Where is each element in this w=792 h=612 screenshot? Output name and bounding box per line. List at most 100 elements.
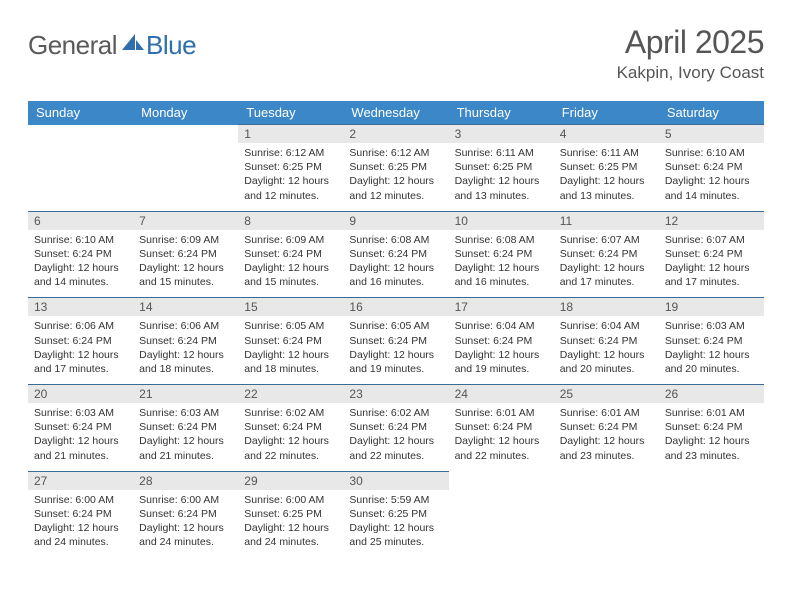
day-detail: Sunrise: 6:05 AMSunset: 6:24 PMDaylight:… [343, 316, 448, 384]
day-detail: Sunrise: 6:03 AMSunset: 6:24 PMDaylight:… [28, 403, 133, 471]
weekday-header: Saturday [659, 101, 764, 125]
day-number: 12 [659, 212, 764, 230]
calendar-day-cell: 14Sunrise: 6:06 AMSunset: 6:24 PMDayligh… [133, 298, 238, 385]
calendar-day-cell: 17Sunrise: 6:04 AMSunset: 6:24 PMDayligh… [449, 298, 554, 385]
day-detail: Sunrise: 6:08 AMSunset: 6:24 PMDaylight:… [343, 230, 448, 298]
day-detail: Sunrise: 6:00 AMSunset: 6:24 PMDaylight:… [133, 490, 238, 558]
day-detail: Sunrise: 6:12 AMSunset: 6:25 PMDaylight:… [343, 143, 448, 211]
day-detail: Sunrise: 6:08 AMSunset: 6:24 PMDaylight:… [449, 230, 554, 298]
calendar-day-cell: 5Sunrise: 6:10 AMSunset: 6:24 PMDaylight… [659, 125, 764, 212]
location: Kakpin, Ivory Coast [617, 63, 764, 83]
logo-sail-icon [122, 32, 144, 57]
page-header: General Blue April 2025 Kakpin, Ivory Co… [28, 24, 764, 83]
day-number: 4 [554, 125, 659, 143]
calendar-day-cell: 2Sunrise: 6:12 AMSunset: 6:25 PMDaylight… [343, 125, 448, 212]
calendar-table: Sunday Monday Tuesday Wednesday Thursday… [28, 101, 764, 557]
day-number: 7 [133, 212, 238, 230]
day-detail: Sunrise: 6:07 AMSunset: 6:24 PMDaylight:… [659, 230, 764, 298]
day-number: 21 [133, 385, 238, 403]
calendar-day-cell: 3Sunrise: 6:11 AMSunset: 6:25 PMDaylight… [449, 125, 554, 212]
day-number: 11 [554, 212, 659, 230]
calendar-day-cell: 25Sunrise: 6:01 AMSunset: 6:24 PMDayligh… [554, 385, 659, 472]
day-detail: Sunrise: 6:04 AMSunset: 6:24 PMDaylight:… [554, 316, 659, 384]
day-detail: Sunrise: 6:01 AMSunset: 6:24 PMDaylight:… [659, 403, 764, 471]
day-detail: Sunrise: 6:05 AMSunset: 6:24 PMDaylight:… [238, 316, 343, 384]
calendar-day-cell [133, 125, 238, 212]
day-detail: Sunrise: 6:01 AMSunset: 6:24 PMDaylight:… [449, 403, 554, 471]
day-number: 26 [659, 385, 764, 403]
day-number: 3 [449, 125, 554, 143]
calendar-day-cell: 1Sunrise: 6:12 AMSunset: 6:25 PMDaylight… [238, 125, 343, 212]
day-number: 27 [28, 472, 133, 490]
day-detail: Sunrise: 6:09 AMSunset: 6:24 PMDaylight:… [238, 230, 343, 298]
weekday-header: Sunday [28, 101, 133, 125]
day-detail: Sunrise: 6:09 AMSunset: 6:24 PMDaylight:… [133, 230, 238, 298]
day-detail: Sunrise: 6:10 AMSunset: 6:24 PMDaylight:… [28, 230, 133, 298]
day-detail: Sunrise: 6:02 AMSunset: 6:24 PMDaylight:… [238, 403, 343, 471]
day-detail: Sunrise: 6:11 AMSunset: 6:25 PMDaylight:… [449, 143, 554, 211]
calendar-day-cell: 11Sunrise: 6:07 AMSunset: 6:24 PMDayligh… [554, 211, 659, 298]
day-detail: Sunrise: 6:10 AMSunset: 6:24 PMDaylight:… [659, 143, 764, 211]
day-number: 10 [449, 212, 554, 230]
day-number: 16 [343, 298, 448, 316]
calendar-day-cell [449, 471, 554, 557]
page: General Blue April 2025 Kakpin, Ivory Co… [0, 0, 792, 581]
day-number: 19 [659, 298, 764, 316]
day-number: 2 [343, 125, 448, 143]
day-number: 28 [133, 472, 238, 490]
calendar-day-cell: 8Sunrise: 6:09 AMSunset: 6:24 PMDaylight… [238, 211, 343, 298]
weekday-row: Sunday Monday Tuesday Wednesday Thursday… [28, 101, 764, 125]
calendar-day-cell: 22Sunrise: 6:02 AMSunset: 6:24 PMDayligh… [238, 385, 343, 472]
day-detail: Sunrise: 6:01 AMSunset: 6:24 PMDaylight:… [554, 403, 659, 471]
calendar-day-cell: 6Sunrise: 6:10 AMSunset: 6:24 PMDaylight… [28, 211, 133, 298]
day-number: 9 [343, 212, 448, 230]
weekday-header: Monday [133, 101, 238, 125]
calendar-day-cell [28, 125, 133, 212]
day-number: 23 [343, 385, 448, 403]
calendar-head: Sunday Monday Tuesday Wednesday Thursday… [28, 101, 764, 125]
weekday-header: Thursday [449, 101, 554, 125]
weekday-header: Tuesday [238, 101, 343, 125]
calendar-day-cell: 26Sunrise: 6:01 AMSunset: 6:24 PMDayligh… [659, 385, 764, 472]
calendar-week-row: 1Sunrise: 6:12 AMSunset: 6:25 PMDaylight… [28, 125, 764, 212]
calendar-day-cell: 24Sunrise: 6:01 AMSunset: 6:24 PMDayligh… [449, 385, 554, 472]
day-detail: Sunrise: 6:06 AMSunset: 6:24 PMDaylight:… [133, 316, 238, 384]
calendar-day-cell [554, 471, 659, 557]
day-number: 1 [238, 125, 343, 143]
day-number: 22 [238, 385, 343, 403]
calendar-day-cell: 18Sunrise: 6:04 AMSunset: 6:24 PMDayligh… [554, 298, 659, 385]
day-number: 25 [554, 385, 659, 403]
day-number: 29 [238, 472, 343, 490]
day-number: 17 [449, 298, 554, 316]
calendar-day-cell [659, 471, 764, 557]
day-detail: Sunrise: 6:06 AMSunset: 6:24 PMDaylight:… [28, 316, 133, 384]
calendar-week-row: 13Sunrise: 6:06 AMSunset: 6:24 PMDayligh… [28, 298, 764, 385]
calendar-day-cell: 12Sunrise: 6:07 AMSunset: 6:24 PMDayligh… [659, 211, 764, 298]
calendar-day-cell: 27Sunrise: 6:00 AMSunset: 6:24 PMDayligh… [28, 471, 133, 557]
weekday-header: Wednesday [343, 101, 448, 125]
day-detail: Sunrise: 6:04 AMSunset: 6:24 PMDaylight:… [449, 316, 554, 384]
day-number: 14 [133, 298, 238, 316]
calendar-body: 1Sunrise: 6:12 AMSunset: 6:25 PMDaylight… [28, 125, 764, 558]
calendar-day-cell: 29Sunrise: 6:00 AMSunset: 6:25 PMDayligh… [238, 471, 343, 557]
day-detail: Sunrise: 6:07 AMSunset: 6:24 PMDaylight:… [554, 230, 659, 298]
title-block: April 2025 Kakpin, Ivory Coast [617, 24, 764, 83]
calendar-day-cell: 7Sunrise: 6:09 AMSunset: 6:24 PMDaylight… [133, 211, 238, 298]
day-detail: Sunrise: 6:00 AMSunset: 6:25 PMDaylight:… [238, 490, 343, 558]
calendar-day-cell: 28Sunrise: 6:00 AMSunset: 6:24 PMDayligh… [133, 471, 238, 557]
day-number: 24 [449, 385, 554, 403]
day-number: 6 [28, 212, 133, 230]
calendar-day-cell: 23Sunrise: 6:02 AMSunset: 6:24 PMDayligh… [343, 385, 448, 472]
weekday-header: Friday [554, 101, 659, 125]
day-detail: Sunrise: 6:03 AMSunset: 6:24 PMDaylight:… [659, 316, 764, 384]
day-number: 18 [554, 298, 659, 316]
day-number: 20 [28, 385, 133, 403]
day-detail: Sunrise: 5:59 AMSunset: 6:25 PMDaylight:… [343, 490, 448, 558]
calendar-day-cell: 16Sunrise: 6:05 AMSunset: 6:24 PMDayligh… [343, 298, 448, 385]
day-number: 15 [238, 298, 343, 316]
calendar-day-cell: 19Sunrise: 6:03 AMSunset: 6:24 PMDayligh… [659, 298, 764, 385]
calendar-day-cell: 13Sunrise: 6:06 AMSunset: 6:24 PMDayligh… [28, 298, 133, 385]
day-number: 8 [238, 212, 343, 230]
calendar-day-cell: 21Sunrise: 6:03 AMSunset: 6:24 PMDayligh… [133, 385, 238, 472]
day-detail: Sunrise: 6:02 AMSunset: 6:24 PMDaylight:… [343, 403, 448, 471]
